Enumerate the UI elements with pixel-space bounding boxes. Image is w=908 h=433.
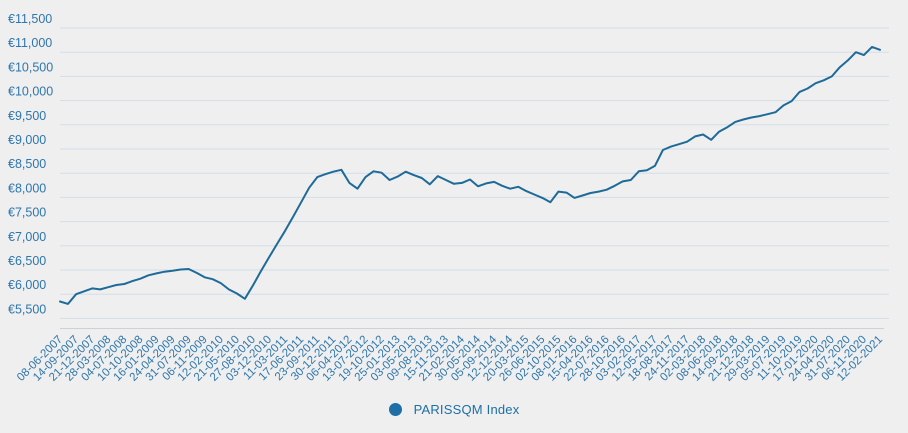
- y-tick-label: €6,000: [8, 278, 46, 292]
- y-tick-label: €7,000: [8, 230, 46, 244]
- y-tick-label: €9,500: [8, 109, 46, 123]
- legend-label: PARISSQM Index: [413, 402, 520, 417]
- legend-marker-icon: [388, 403, 402, 416]
- y-tick-label: €8,500: [8, 157, 46, 171]
- y-tick-label: €10,500: [8, 60, 53, 74]
- y-tick-label: €11,500: [8, 12, 52, 26]
- y-tick-label: €7,500: [8, 206, 46, 220]
- y-tick-label: €9,000: [8, 133, 46, 147]
- y-tick-label: €5,500: [8, 302, 46, 316]
- y-tick-label: €11,000: [8, 36, 52, 50]
- legend: PARISSQM Index: [0, 402, 908, 417]
- y-tick-label: €8,000: [8, 181, 46, 195]
- parissqm-series-line: [59, 45, 881, 305]
- y-tick-label: €10,000: [8, 85, 53, 99]
- legend-item-parissqm[interactable]: PARISSQM Index: [388, 402, 520, 417]
- y-tick-label: €6,500: [8, 254, 46, 268]
